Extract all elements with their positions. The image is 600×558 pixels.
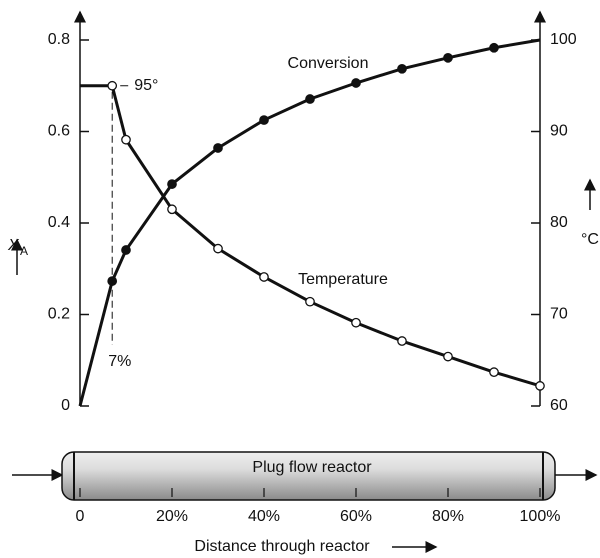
y2-tick-label: 60 (550, 397, 568, 414)
y2-tick-label: 100 (550, 31, 577, 48)
x-tick-label: 0 (76, 508, 85, 525)
y-axis-label-sub: A (20, 244, 28, 258)
x-axis-label: Distance through reactor (194, 538, 370, 555)
point (489, 42, 499, 53)
y-tick-label: 0.6 (48, 123, 70, 140)
y-tick-label: 0.8 (48, 31, 70, 48)
point (305, 296, 315, 307)
reactor-body (61, 451, 556, 501)
point (167, 179, 177, 189)
point (121, 134, 131, 145)
reactor (61, 451, 556, 501)
point (121, 245, 131, 255)
x-tick-label: 80% (432, 508, 464, 525)
point (351, 78, 361, 88)
y2-tick-label: 80 (550, 214, 568, 231)
x-tick-label: 40% (248, 508, 280, 525)
point (305, 94, 315, 104)
series-line (78, 38, 541, 407)
x-tick-label: 60% (340, 508, 372, 525)
annotation: 7% (108, 353, 131, 370)
y-axis-label: X (7, 237, 20, 254)
series-line (80, 84, 541, 388)
y2-tick-label: 90 (550, 123, 568, 140)
y-tick-label: 0.4 (48, 214, 70, 231)
point (351, 317, 361, 328)
series-label: Temperature (298, 271, 388, 288)
x-tick-label: 20% (156, 508, 188, 525)
annotation: 95° (134, 77, 158, 94)
y2-axis-label: °C (581, 231, 599, 248)
y-tick-label: 0 (61, 397, 70, 414)
point (213, 143, 223, 153)
x-tick-label: 100% (520, 508, 561, 525)
point (213, 243, 223, 254)
reactor-label: Plug flow reactor (252, 459, 372, 476)
axes (11, 10, 598, 553)
y2-tick-label: 70 (550, 306, 568, 323)
point (259, 115, 269, 125)
point (107, 80, 118, 91)
y-tick-label: 0.2 (48, 306, 70, 323)
point (397, 336, 407, 346)
point (397, 63, 407, 74)
point (535, 381, 545, 391)
point (443, 52, 453, 63)
point (167, 204, 177, 215)
series-label: Conversion (288, 55, 369, 72)
point (443, 351, 453, 362)
point (259, 272, 269, 282)
point (489, 367, 499, 377)
